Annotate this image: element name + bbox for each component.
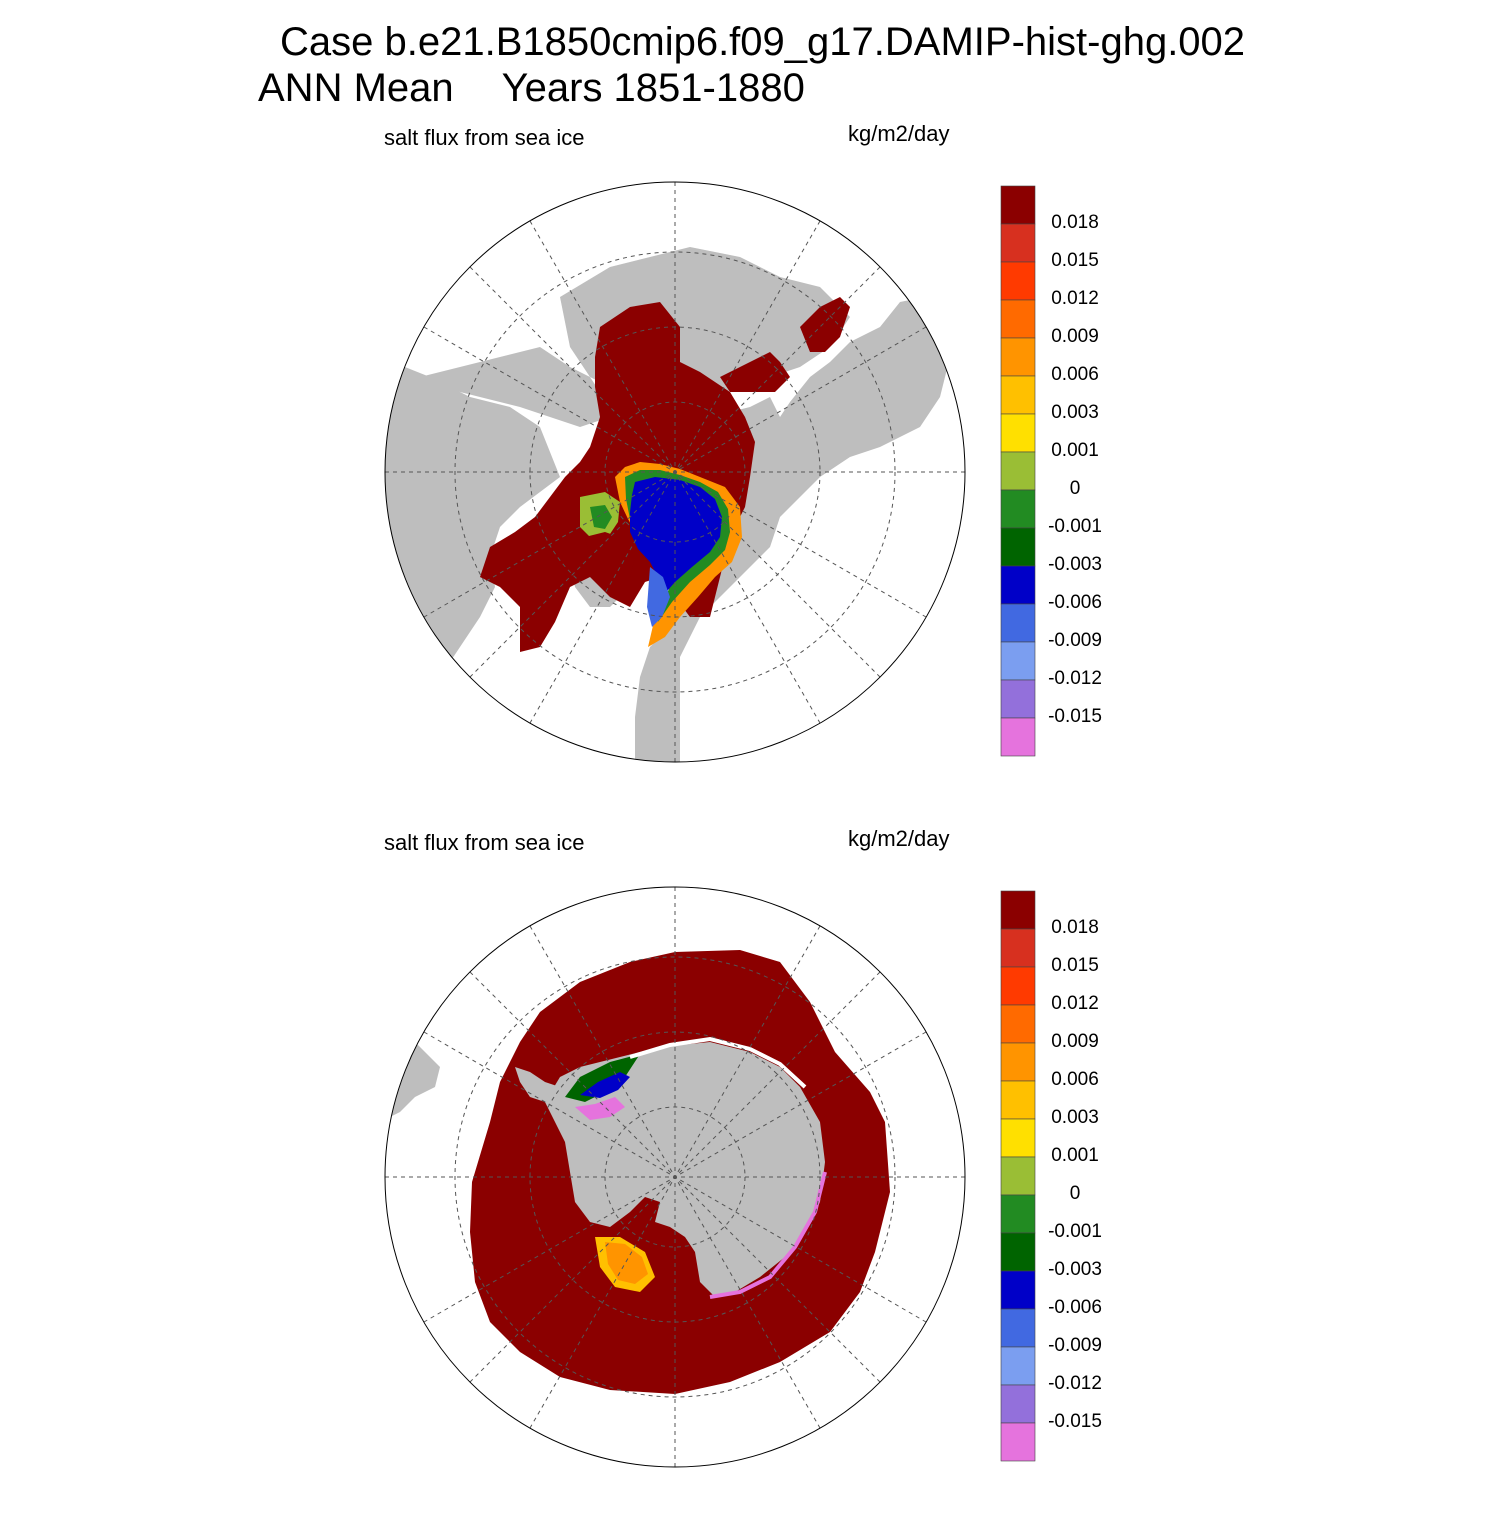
- colorbar-swatch: [1000, 375, 1036, 415]
- colorbar-tick-label: 0: [1069, 1183, 1081, 1204]
- colorbar-tick-label: 0.018: [1051, 917, 1099, 938]
- variable-title-north: salt flux from sea ice: [384, 125, 585, 150]
- colorbar-swatch: [1000, 223, 1036, 263]
- north-polar-panel: salt flux from sea ice kg/m2/day: [0, 115, 1500, 820]
- colorbar-tick-label: 0.001: [1051, 440, 1099, 461]
- colorbar-swatch: [1000, 1384, 1036, 1424]
- colorbar-tick-label: 0.015: [1051, 955, 1099, 976]
- colorbar-tick-label: 0.012: [1051, 288, 1099, 309]
- central-arctic-negative-flux: [630, 477, 722, 597]
- colorbar-tick-label: -0.009: [1048, 630, 1102, 651]
- colorbar-tick-label: 0.003: [1051, 1107, 1099, 1128]
- colorbar-swatch: [1000, 1080, 1036, 1120]
- colorbar-swatch: [1000, 1308, 1036, 1348]
- baffin-positive-flux: [585, 532, 635, 587]
- colorbar-swatch: [1000, 1194, 1036, 1234]
- colorbar-tick-label: -0.015: [1048, 1411, 1102, 1432]
- colorbar-tick-label: 0.018: [1051, 212, 1099, 233]
- weddell-sea-blue: [580, 1072, 630, 1098]
- colorbar-tick-label: 0.009: [1051, 1031, 1099, 1052]
- coastal-white-gap: [629, 1036, 807, 1089]
- colorbar-swatch: [1000, 1270, 1036, 1310]
- colorbar-swatch: [1000, 1346, 1036, 1386]
- colorbar-tick-label: -0.006: [1048, 592, 1102, 613]
- colorbar-north: [1000, 185, 1036, 757]
- south-polar-panel: salt flux from sea ice kg/m2/day: [0, 820, 1500, 1525]
- units-label-north: kg/m2/day: [848, 121, 950, 146]
- units-label-south: kg/m2/day: [848, 826, 950, 851]
- map-graticule: [385, 182, 965, 762]
- colorbar-swatch: [1000, 185, 1036, 225]
- colorbar-tick-label: -0.009: [1048, 1335, 1102, 1356]
- map-boundary: [384, 181, 966, 763]
- colorbar-tick-label: 0: [1069, 478, 1081, 499]
- colorbar-swatch: [1000, 1156, 1036, 1196]
- colorbar-swatch: [1000, 337, 1036, 377]
- colorbar-tick-label: 0.006: [1051, 364, 1099, 385]
- alaska-landmass: [420, 347, 610, 427]
- years-label: Years 1851-1880: [501, 66, 805, 110]
- colorbar-tick-label: -0.012: [1048, 1373, 1102, 1394]
- antarctic-polar-map: [384, 886, 966, 1468]
- colorbar-tick-label: -0.015: [1048, 706, 1102, 727]
- colorbar-swatch: [1000, 603, 1036, 643]
- antarctic-peninsula: [515, 1067, 560, 1102]
- coastal-pink-strip: [709, 1171, 827, 1299]
- arctic-polar-map: [384, 181, 966, 763]
- map-graticule: [385, 887, 965, 1467]
- figure-title: Case b.e21.B1850cmip6.f09_g17.DAMIP-hist…: [280, 20, 1246, 64]
- colorbar-tick-label: 0.006: [1051, 1069, 1099, 1090]
- colorbar-tick-label: -0.001: [1048, 1221, 1102, 1242]
- colorbar-tick-label: -0.006: [1048, 1297, 1102, 1318]
- colorbar-swatch: [1000, 641, 1036, 681]
- colorbar-tick-label: 0.001: [1051, 1145, 1099, 1166]
- colorbar-swatch: [1000, 565, 1036, 605]
- colorbar-swatch: [1000, 413, 1036, 453]
- colorbar-swatch: [1000, 890, 1036, 930]
- eurasia-landmass: [635, 297, 950, 762]
- colorbar-tick-label: -0.012: [1048, 668, 1102, 689]
- colorbar-tick-label: -0.003: [1048, 554, 1102, 575]
- colorbar-swatch: [1000, 1422, 1036, 1462]
- colorbar-swatch: [1000, 679, 1036, 719]
- figure-subtitle: ANN Mean Years 1851-1880: [258, 68, 805, 108]
- weddell-sea-negative-flux: [565, 1054, 640, 1102]
- colorbar-tick-label: -0.001: [1048, 516, 1102, 537]
- colorbar-swatch: [1000, 1232, 1036, 1272]
- colorbar-swatch: [1000, 1004, 1036, 1044]
- colorbar-tick-label: -0.003: [1048, 1259, 1102, 1280]
- colorbar-swatch: [1000, 527, 1036, 567]
- map-boundary: [384, 886, 966, 1468]
- colorbar-swatch: [1000, 928, 1036, 968]
- colorbar-swatch: [1000, 1118, 1036, 1158]
- bering-positive-flux-region: [720, 352, 790, 392]
- colorbar-swatch: [1000, 489, 1036, 529]
- colorbar-swatch: [1000, 1042, 1036, 1082]
- greenland-sea-negative-strip: [647, 567, 670, 627]
- okhotsk-positive-flux-region: [800, 297, 850, 352]
- colorbar-tick-label: 0.012: [1051, 993, 1099, 1014]
- colorbar-tick-label: 0.003: [1051, 402, 1099, 423]
- colorbar-swatch: [1000, 261, 1036, 301]
- colorbar-swatch: [1000, 717, 1036, 757]
- ross-sea-orange: [605, 1242, 648, 1284]
- colorbar-tick-label: 0.009: [1051, 326, 1099, 347]
- colorbar-swatch: [1000, 451, 1036, 491]
- colorbar-south: [1000, 890, 1036, 1462]
- variable-title-south: salt flux from sea ice: [384, 830, 585, 855]
- colorbar-tick-label: 0.015: [1051, 250, 1099, 271]
- season-label: ANN Mean: [258, 66, 454, 110]
